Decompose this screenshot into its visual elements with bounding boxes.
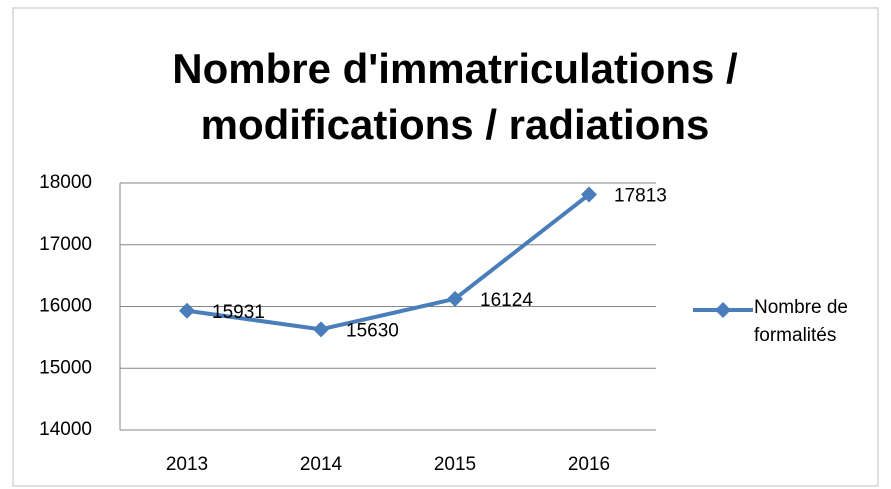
data-label: 15630	[346, 320, 399, 341]
x-tick-label: 2013	[166, 454, 208, 475]
data-label: 16124	[480, 290, 533, 311]
chart-border	[12, 7, 879, 487]
data-point	[447, 290, 463, 307]
y-tick-label: 15000	[39, 357, 92, 378]
legend-label: Nombre de formalités	[754, 297, 848, 346]
y-tick-label: 16000	[39, 296, 92, 317]
y-tick-label: 18000	[39, 172, 92, 193]
series-line	[186, 192, 591, 332]
data-point	[313, 321, 329, 338]
x-tick-label: 2015	[434, 454, 476, 475]
data-label: 17813	[614, 186, 667, 207]
x-tick-label: 2014	[300, 454, 343, 475]
y-tick-label: 14000	[39, 419, 92, 440]
legend-marker	[715, 302, 731, 318]
y-tick-label: 17000	[39, 234, 92, 255]
data-point	[581, 186, 597, 203]
x-tick-label: 2016	[568, 454, 610, 475]
data-label: 15931	[212, 302, 265, 323]
chart-title: modifications / radiations	[201, 101, 710, 148]
data-point	[179, 302, 195, 319]
chart-title: Nombre d'immatriculations /	[172, 45, 738, 92]
